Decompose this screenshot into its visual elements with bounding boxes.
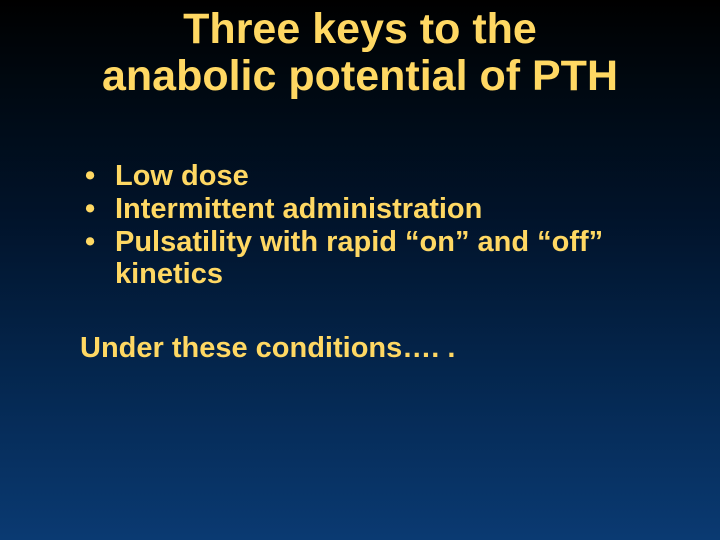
bullet-text: Intermittent administration xyxy=(115,193,482,225)
slide: Three keys to the anabolic potential of … xyxy=(0,0,720,540)
closing-text: Under these conditions…. . xyxy=(0,332,720,365)
bullet-item: Intermittent administration xyxy=(85,194,660,225)
bullet-text: Low dose xyxy=(115,160,249,192)
bullet-item: Low dose xyxy=(85,161,660,192)
title-line-1: Three keys to the xyxy=(183,5,537,53)
bullet-list: Low dose Intermittent administration Pul… xyxy=(0,161,720,290)
bullet-text: Pulsatility with rapid “on” and “off” ki… xyxy=(115,226,603,289)
bullet-item: Pulsatility with rapid “on” and “off” ki… xyxy=(85,227,660,290)
title-line-2: anabolic potential of PTH xyxy=(102,52,618,100)
slide-title: Three keys to the anabolic potential of … xyxy=(0,0,720,101)
